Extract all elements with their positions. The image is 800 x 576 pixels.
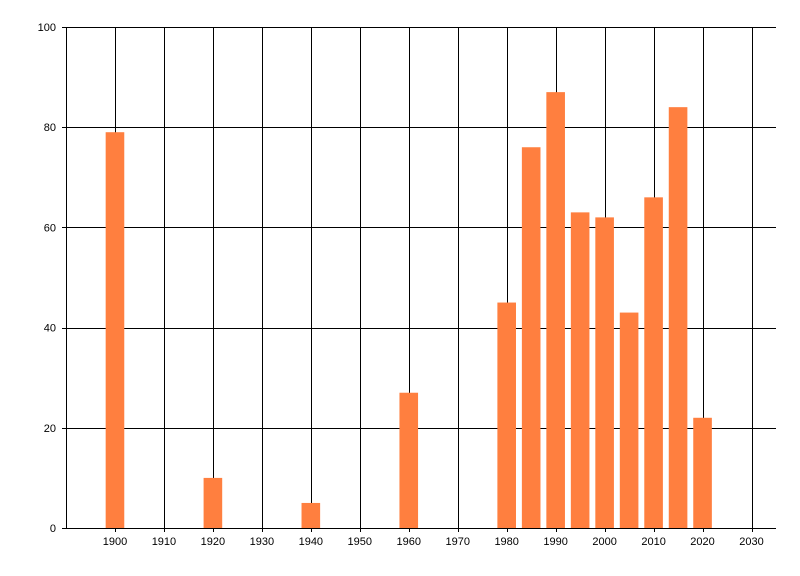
y-axis-tick-labels: 0 20 40 60 80 100 [38,22,56,535]
bar [570,212,590,528]
x-tick-label: 1900 [103,536,127,548]
x-tick-label: 1910 [152,536,176,548]
y-tick-label: 100 [38,22,56,34]
x-tick-label: 2020 [690,536,714,548]
bar [668,107,688,528]
bar [105,132,125,528]
y-tick-label: 0 [50,523,56,535]
x-tick-label: 1920 [201,536,225,548]
axes [66,27,776,529]
y-tick-label: 20 [44,423,56,435]
bar [399,392,419,528]
x-tick-label: 1980 [494,536,518,548]
bar [693,417,712,528]
bar [521,147,541,529]
y-tick-label: 40 [44,323,56,335]
bars [105,92,712,529]
y-tick-label: 80 [44,122,56,134]
x-tick-label: 1950 [348,536,372,548]
x-tick-label: 1990 [543,536,567,548]
bar [301,502,321,528]
bar [546,92,565,528]
bar [619,312,639,528]
x-tick-label: 1930 [250,536,274,548]
x-tick-label: 2030 [739,536,763,548]
x-tick-label: 1970 [445,536,469,548]
x-tick-label: 1940 [299,536,323,548]
x-axis-tick-labels: 1900 1910 1920 1930 1940 1950 1960 1970 1980 1990… [103,536,764,548]
y-tick-label: 60 [44,222,56,234]
x-tick-label: 2000 [592,536,616,548]
bar [203,477,223,528]
x-tick-label: 2010 [641,536,665,548]
bar [497,302,516,528]
x-tick-label: 1960 [397,536,421,548]
bar [595,217,614,528]
bar [644,197,663,528]
